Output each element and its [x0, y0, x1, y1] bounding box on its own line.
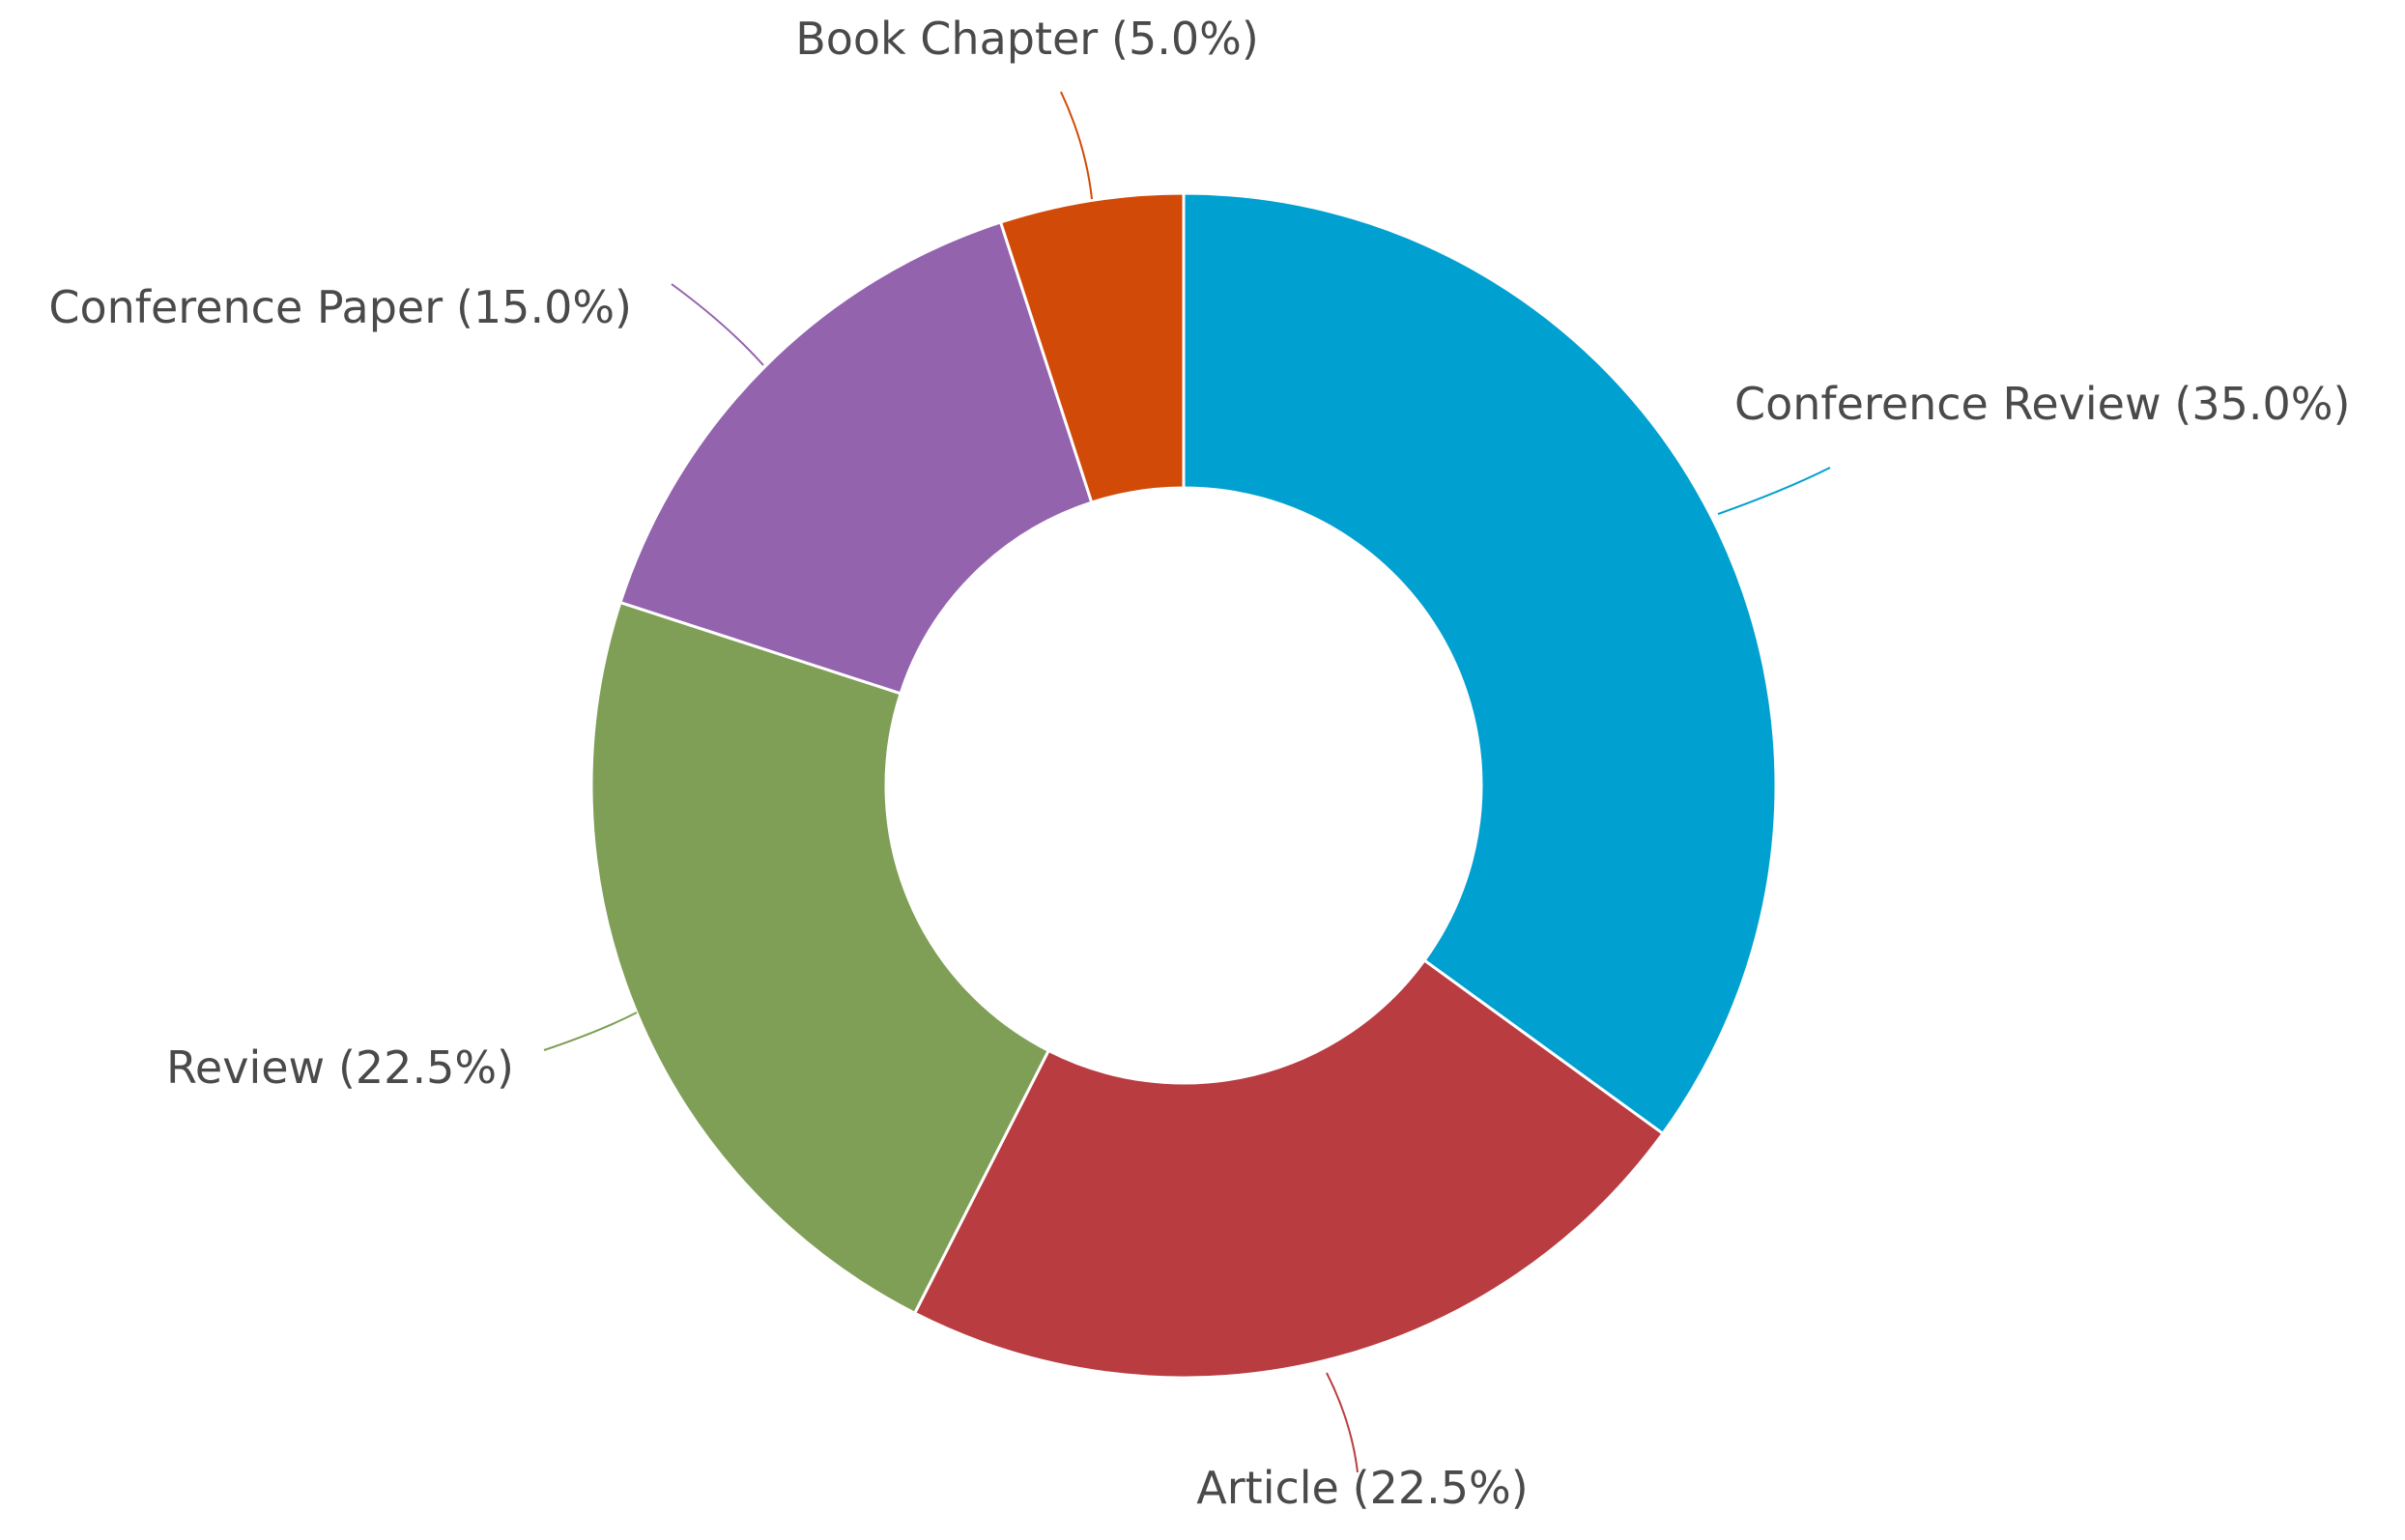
leader-line	[1326, 1372, 1359, 1473]
slice-label: Conference Paper (15.0%)	[48, 281, 632, 333]
value-label: (22.5%)	[338, 1041, 514, 1094]
category-label: Review	[166, 1041, 325, 1094]
value-label: (5.0%)	[1111, 13, 1259, 65]
value-label: (15.0%)	[456, 281, 632, 333]
category-label: Article	[1196, 1462, 1339, 1514]
leader-line	[1060, 91, 1093, 200]
slice-label: Conference Review (35.0%)	[1734, 378, 2350, 430]
category-label: Book Chapter	[795, 13, 1098, 65]
donut-slice	[912, 957, 1666, 1380]
leader-line	[671, 283, 764, 366]
value-label: (22.5%)	[1353, 1462, 1529, 1514]
leader-line	[1717, 467, 1831, 515]
value-label: (35.0%)	[2174, 378, 2350, 430]
category-label: Conference Paper	[48, 281, 443, 333]
donut-slice	[1182, 191, 1778, 1136]
donut-slice	[618, 220, 1094, 696]
slice-label: Article (22.5%)	[1196, 1462, 1528, 1514]
leader-line	[543, 1012, 638, 1051]
category-label: Conference Review	[1734, 378, 2162, 430]
slice-label: Book Chapter (5.0%)	[795, 13, 1259, 65]
donut-slice	[998, 191, 1186, 504]
slice-label: Review (22.5%)	[166, 1041, 514, 1094]
donut-slice	[589, 600, 1051, 1316]
